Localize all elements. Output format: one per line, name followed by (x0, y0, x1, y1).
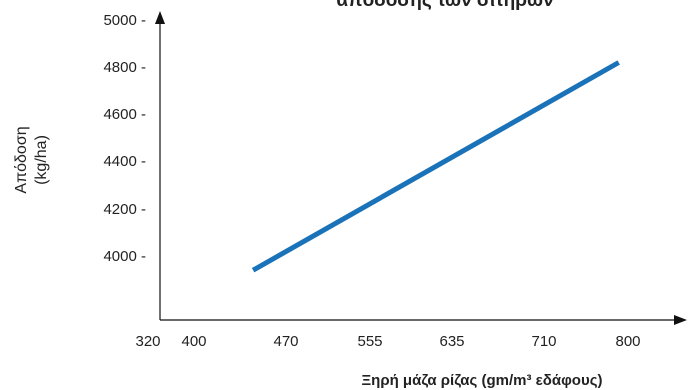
x-tick-label: 635 (439, 333, 464, 350)
x-tick-label: 710 (531, 333, 556, 350)
y-axis-label: Απόδοση (kg/ha) (13, 126, 50, 193)
x-tick-label: 555 (357, 333, 382, 350)
y-tick-label: 4800 - (103, 59, 146, 76)
y-tick-label: 5000 - (103, 12, 146, 29)
series-line (251, 60, 620, 273)
chart-title: απόδοσης των σιτηρών (336, 0, 553, 11)
x-axis-label: Ξηρή μάζα ρίζας (gm/m³ εδάφους) (362, 372, 603, 389)
y-tick-label: 4600 - (103, 106, 146, 123)
x-tick-labels: 320 400 470 555 635 710 800 (135, 333, 640, 350)
axes (155, 11, 687, 325)
y-tick-labels: 5000 - 4800 - 4600 - 4400 - 4200 - 4000 … (103, 12, 146, 265)
y-axis-label-line-1: Απόδοση (13, 126, 30, 193)
y-tick-label: 4200 - (103, 201, 146, 218)
x-axis-arrow-icon (674, 315, 687, 325)
y-axis-arrow-icon (155, 11, 165, 24)
series-layer (251, 60, 620, 273)
x-tick-label: 320 (135, 333, 160, 350)
x-tick-label: 800 (615, 333, 640, 350)
y-tick-label: 4400 - (103, 153, 146, 170)
x-tick-label: 400 (181, 333, 206, 350)
y-axis-label-line-2: (kg/ha) (33, 135, 50, 185)
y-tick-label: 4000 - (103, 248, 146, 265)
x-tick-label: 470 (273, 333, 298, 350)
